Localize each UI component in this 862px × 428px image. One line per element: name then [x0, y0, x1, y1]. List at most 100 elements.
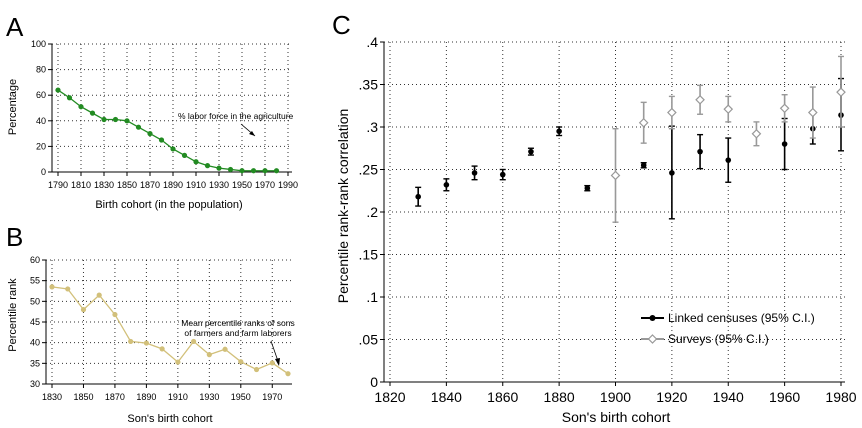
panel-a-data-point	[170, 146, 176, 152]
panel-b-data-point	[128, 338, 134, 345]
legend-surveys-label: Surveys (95% C.I.)	[668, 332, 769, 346]
panel-a-chart: 0 20 40 60 80 100 1790 1810 1830 1850 1870 1890 1910…	[7, 39, 298, 211]
panel-b-xtick-label: 1890	[136, 392, 156, 402]
panel-a-data-point	[250, 168, 257, 174]
panel-a-data-point	[112, 116, 119, 123]
panel-b-data-point	[49, 284, 55, 290]
panel-b-xtick-label: 1910	[168, 392, 188, 402]
panel-c-xtick-label: 1920	[656, 389, 687, 405]
legend-linked-marker	[649, 315, 656, 321]
panel-a-data-point	[55, 87, 61, 93]
panel-a-data-point	[89, 110, 96, 116]
panel-a-data-point	[204, 163, 211, 169]
panel-c-legend: Linked censuses (95% C.I.) Surveys (95% …	[641, 311, 815, 346]
panel-c-linked-point	[443, 182, 450, 188]
panel-c-survey-point	[638, 117, 649, 128]
panel-c-xtick-label: 1900	[600, 389, 631, 405]
panel-a-data-point	[262, 168, 268, 174]
panel-b-annotation-line1: Mean percentile ranks of sons	[181, 318, 294, 328]
panel-b-xtick-label: 1870	[105, 392, 125, 402]
panel-c-survey-point	[610, 170, 621, 181]
panel-b-xtick-label: 1950	[231, 392, 251, 402]
panel-a-ytick-label: 100	[31, 39, 46, 49]
panel-b-data-point	[80, 307, 87, 313]
panel-c-xtick-label: 1980	[825, 389, 856, 405]
panel-a-data-point	[66, 95, 73, 101]
panel-a-data-point	[273, 168, 280, 174]
panel-c-xtick-label: 1860	[487, 389, 518, 405]
panel-c-ytick-label: .05	[359, 332, 379, 348]
panel-b-data-point	[253, 366, 260, 373]
panel-b-x-axis-label: Son's birth cohort	[127, 413, 212, 425]
panel-a-xtick-label: 1930	[209, 180, 229, 190]
panel-b-data-point	[112, 311, 118, 318]
panel-b-ytick-label: 50	[30, 296, 40, 306]
panel-b-data-point	[159, 346, 165, 352]
panel-c-linked-point	[471, 170, 478, 176]
panel-c-linked-point	[669, 170, 675, 176]
panel-c-ytick-label: .35	[359, 77, 379, 93]
panel-c-linked-point	[499, 171, 506, 178]
panel-a-series-line	[57, 89, 277, 172]
panel-c-ytick-label: .15	[359, 247, 379, 263]
panel-c-xtick-label: 1960	[769, 389, 800, 405]
panel-b-data-point	[65, 286, 71, 292]
panel-b-data-point	[238, 359, 244, 365]
panel-c-xtick-label: 1840	[431, 389, 462, 405]
panel-c-linked-point	[556, 128, 562, 135]
panel-b-data-point	[143, 340, 149, 346]
panel-letter-c: C	[332, 10, 351, 40]
panel-c-ytick-label: .2	[366, 204, 378, 220]
panel-a-arrowhead	[249, 131, 255, 136]
panel-a-data-point	[193, 159, 199, 165]
panel-a-xtick-label: 1970	[255, 180, 275, 190]
panel-c-y-axis-label: Percentile rank-rank correlation	[335, 109, 351, 304]
panel-a-data-point	[239, 168, 245, 174]
panel-b-ytick-label: 55	[30, 276, 40, 286]
panel-a-xtick-label: 1950	[232, 180, 252, 190]
panel-a-data-point	[135, 124, 142, 130]
legend-linked-label: Linked censuses (95% C.I.)	[668, 311, 815, 325]
panel-b-ytick-label: 40	[30, 338, 40, 348]
panel-a-ytick-label: 80	[36, 65, 46, 75]
panel-a-data-point	[101, 116, 107, 123]
panel-b-series-line	[51, 286, 289, 375]
panel-a-data-point	[158, 137, 165, 143]
panel-a-xtick-label: 1890	[163, 180, 183, 190]
panel-b-ytick-label: 60	[30, 255, 40, 265]
panel-b-data-point	[285, 371, 291, 377]
panel-b-data-point	[175, 359, 181, 365]
panel-b-chart: 30 35 40 45 50 55 60 1830 1850 1870 1890 1910 1930 19…	[7, 255, 295, 425]
panel-c-ytick-label: .25	[359, 162, 379, 178]
panel-b-ytick-label: 45	[30, 317, 40, 327]
panel-a-data-point	[216, 165, 222, 171]
panel-c-xtick-label: 1880	[544, 389, 575, 405]
panel-c-ytick-label: .3	[366, 119, 378, 135]
panel-c-linked-point	[725, 157, 732, 163]
panel-c-survey-point	[807, 107, 818, 118]
panel-b-data-point	[222, 346, 228, 352]
panel-c-linked-point	[781, 141, 788, 147]
panel-c-xtick-label: 1820	[374, 389, 405, 405]
panel-c-x-axis-label: Son's birth cohort	[562, 409, 671, 425]
panel-c-ytick-label: 0	[370, 374, 378, 390]
panel-a-data-point	[227, 166, 234, 173]
panel-letter-b: B	[6, 222, 23, 252]
panel-a-xtick-label: 1830	[94, 180, 114, 190]
panel-a-annotation: % labor force in the agriculture	[178, 111, 294, 121]
panel-c-ytick-label: .1	[366, 289, 378, 305]
panel-b-data-point	[96, 292, 102, 298]
panel-a-data-point	[124, 118, 130, 124]
panel-c-survey-point	[667, 107, 677, 118]
panel-b-data-point	[269, 360, 275, 366]
panel-b-annotation-line2: of farmers and farm laborers	[184, 328, 291, 338]
panel-b-data-point	[191, 338, 197, 345]
panel-b-ytick-label: 35	[30, 358, 40, 368]
panel-a-xtick-label: 1910	[186, 180, 206, 190]
panel-a-ytick-label: 40	[36, 116, 46, 126]
panel-c-linked-point	[415, 193, 421, 200]
panel-c-linked-point	[640, 162, 647, 169]
panel-a-data-point	[181, 152, 188, 158]
panel-c-xtick-label: 1940	[713, 389, 744, 405]
